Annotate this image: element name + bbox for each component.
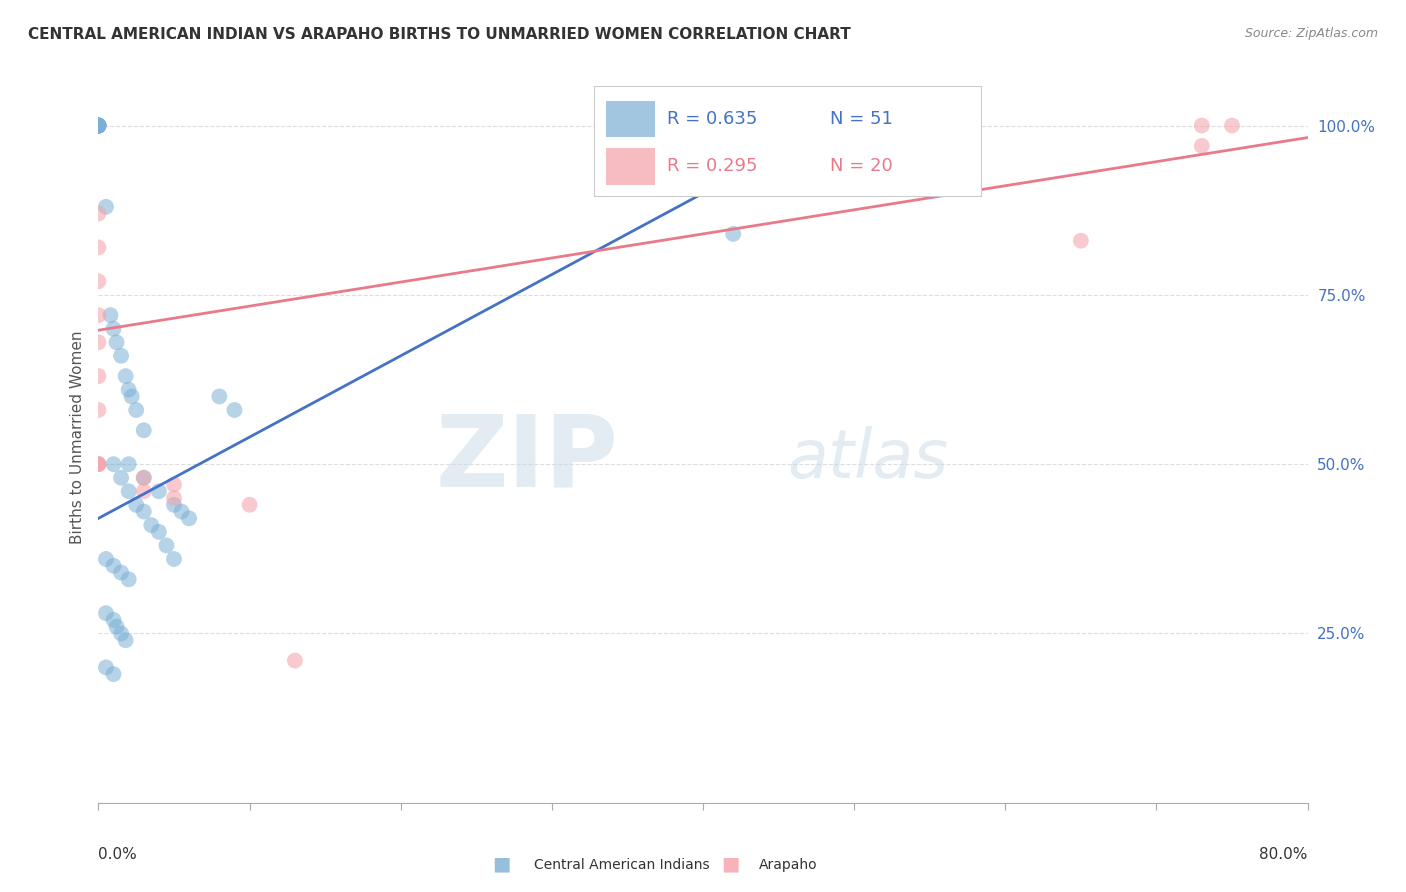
Point bbox=[87, 457, 110, 471]
Point bbox=[114, 633, 136, 648]
Point bbox=[239, 498, 262, 512]
Text: Source: ZipAtlas.com: Source: ZipAtlas.com bbox=[1244, 27, 1378, 40]
Point bbox=[284, 654, 307, 668]
Text: atlas: atlas bbox=[787, 426, 949, 492]
Point bbox=[118, 572, 141, 586]
Point bbox=[1191, 139, 1213, 153]
Point bbox=[94, 660, 117, 674]
Point bbox=[125, 403, 148, 417]
Text: N = 51: N = 51 bbox=[830, 110, 893, 128]
Point bbox=[163, 498, 186, 512]
Point bbox=[132, 505, 155, 519]
Point bbox=[132, 423, 155, 437]
Point bbox=[723, 227, 745, 241]
Point bbox=[94, 200, 117, 214]
Text: 80.0%: 80.0% bbox=[1260, 847, 1308, 862]
Point bbox=[692, 119, 714, 133]
Point bbox=[148, 484, 170, 499]
Point bbox=[87, 308, 110, 322]
Point bbox=[87, 119, 110, 133]
Point bbox=[87, 119, 110, 133]
Point bbox=[103, 667, 125, 681]
Text: R = 0.635: R = 0.635 bbox=[666, 110, 756, 128]
Text: ■: ■ bbox=[721, 855, 740, 874]
Text: R = 0.295: R = 0.295 bbox=[666, 158, 758, 176]
Point bbox=[208, 389, 231, 403]
Point bbox=[1191, 119, 1213, 133]
Point bbox=[163, 552, 186, 566]
Point bbox=[110, 349, 132, 363]
Point bbox=[87, 457, 110, 471]
Point bbox=[100, 308, 122, 322]
Text: ■: ■ bbox=[492, 855, 510, 874]
Point bbox=[105, 620, 128, 634]
Point bbox=[103, 558, 125, 573]
Point bbox=[224, 403, 246, 417]
Point bbox=[179, 511, 201, 525]
Point bbox=[114, 369, 136, 384]
Point bbox=[155, 538, 177, 552]
Point bbox=[87, 119, 110, 133]
Point bbox=[121, 389, 143, 403]
Point bbox=[87, 274, 110, 288]
Point bbox=[616, 119, 638, 133]
Point bbox=[87, 119, 110, 133]
Text: Central American Indians: Central American Indians bbox=[534, 858, 710, 872]
Point bbox=[148, 524, 170, 539]
Point bbox=[103, 457, 125, 471]
Text: ZIP: ZIP bbox=[436, 410, 619, 508]
Text: CENTRAL AMERICAN INDIAN VS ARAPAHO BIRTHS TO UNMARRIED WOMEN CORRELATION CHART: CENTRAL AMERICAN INDIAN VS ARAPAHO BIRTH… bbox=[28, 27, 851, 42]
Point bbox=[94, 606, 117, 620]
Point bbox=[87, 369, 110, 384]
Point bbox=[110, 471, 132, 485]
Text: Arapaho: Arapaho bbox=[759, 858, 818, 872]
Point bbox=[170, 505, 193, 519]
Point bbox=[103, 322, 125, 336]
Point bbox=[132, 484, 155, 499]
Point bbox=[118, 457, 141, 471]
Point bbox=[141, 518, 163, 533]
Y-axis label: Births to Unmarried Women: Births to Unmarried Women bbox=[69, 330, 84, 544]
Point bbox=[118, 383, 141, 397]
Text: 0.0%: 0.0% bbox=[98, 847, 138, 862]
Point bbox=[87, 240, 110, 254]
Point bbox=[110, 626, 132, 640]
Point bbox=[163, 477, 186, 491]
Point bbox=[87, 119, 110, 133]
Point bbox=[87, 119, 110, 133]
Text: N = 20: N = 20 bbox=[830, 158, 893, 176]
Point bbox=[1220, 119, 1243, 133]
Point bbox=[103, 613, 125, 627]
Point bbox=[87, 119, 110, 133]
Point bbox=[105, 335, 128, 350]
Point bbox=[87, 119, 110, 133]
Point bbox=[110, 566, 132, 580]
Point bbox=[87, 403, 110, 417]
Point bbox=[87, 119, 110, 133]
Point bbox=[125, 498, 148, 512]
Point bbox=[163, 491, 186, 505]
Point bbox=[87, 335, 110, 350]
Point bbox=[87, 206, 110, 220]
Point bbox=[87, 457, 110, 471]
Point bbox=[118, 484, 141, 499]
Point bbox=[94, 552, 117, 566]
Bar bbox=[606, 101, 655, 137]
Point bbox=[1070, 234, 1092, 248]
Point bbox=[132, 471, 155, 485]
Bar bbox=[606, 148, 655, 185]
Point bbox=[132, 471, 155, 485]
FancyBboxPatch shape bbox=[595, 86, 981, 195]
Point bbox=[87, 119, 110, 133]
